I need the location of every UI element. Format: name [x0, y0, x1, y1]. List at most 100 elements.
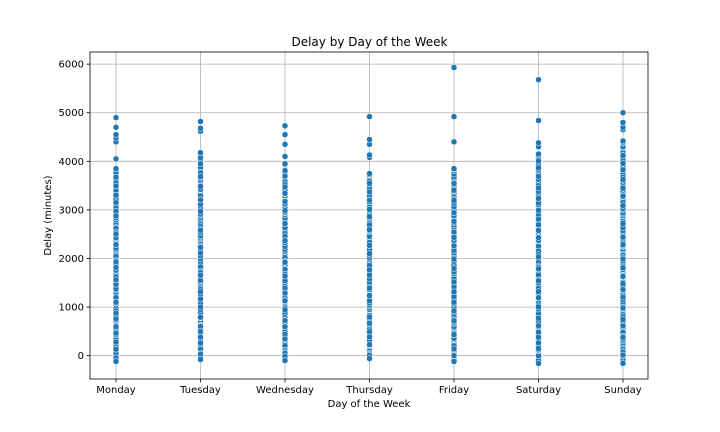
data-point	[281, 289, 289, 297]
x-tick-label: Saturday	[516, 385, 561, 396]
y-axis: 0 1000 2000 3000 4000 5000 6000	[59, 60, 90, 362]
data-point	[619, 316, 627, 323]
data-point	[197, 118, 204, 125]
data-point	[619, 264, 627, 272]
data-point	[366, 319, 373, 327]
data-point	[619, 286, 627, 293]
data-point	[619, 360, 627, 367]
data-point	[197, 350, 204, 358]
data-point	[535, 76, 542, 83]
data-point	[366, 170, 373, 177]
data-point	[450, 331, 458, 338]
data-point	[366, 188, 373, 196]
data-point	[450, 288, 458, 296]
data-point	[112, 114, 120, 121]
y-tick-label: 0	[78, 351, 84, 362]
data-point	[281, 323, 289, 331]
data-point	[535, 195, 542, 202]
data-point	[450, 265, 458, 272]
data-point	[281, 198, 289, 205]
data-point	[450, 352, 458, 359]
data-point	[450, 298, 458, 306]
data-point	[535, 150, 542, 158]
data-point	[450, 180, 458, 187]
data-point	[366, 213, 373, 220]
data-point	[450, 64, 458, 71]
data-point	[450, 113, 458, 120]
data-point	[619, 137, 627, 145]
data-point	[281, 237, 289, 244]
data-point	[197, 328, 204, 336]
data-point	[535, 164, 542, 172]
data-point	[535, 339, 542, 347]
data-point	[535, 277, 542, 285]
data-point	[197, 339, 204, 347]
x-tick-label: Sunday	[604, 385, 641, 396]
data-point	[197, 271, 204, 279]
x-tick-label: Thursday	[345, 385, 393, 396]
data-point	[535, 314, 542, 322]
data-point	[450, 165, 458, 172]
data-point	[281, 160, 289, 168]
y-tick-label: 1000	[59, 303, 84, 314]
data-point	[535, 227, 542, 234]
data-point	[112, 155, 120, 163]
data-point	[366, 226, 373, 233]
data-point	[197, 244, 204, 251]
data-point	[619, 255, 627, 263]
data-point	[281, 220, 289, 227]
data-point	[366, 313, 373, 321]
data-point	[619, 192, 627, 200]
y-tick-label: 4000	[59, 157, 84, 168]
data-point	[281, 207, 289, 214]
data-point	[619, 241, 627, 248]
data-point	[535, 303, 542, 311]
data-point	[197, 183, 204, 190]
data-point	[197, 249, 204, 257]
data-point	[450, 358, 458, 365]
data-point	[112, 338, 120, 346]
data-point	[281, 141, 289, 148]
data-point	[619, 202, 627, 209]
data-point	[281, 259, 289, 266]
data-point	[366, 292, 373, 299]
data-point	[619, 322, 627, 330]
data-point	[366, 113, 373, 120]
y-tick-label: 2000	[59, 254, 84, 265]
data-point	[281, 357, 289, 364]
data-point	[619, 160, 627, 167]
data-point	[535, 139, 542, 147]
data-point	[450, 197, 458, 204]
x-axis-label: Day of the Week	[328, 399, 411, 410]
data-point	[366, 196, 373, 204]
data-point	[619, 184, 627, 192]
data-point	[366, 341, 373, 348]
data-point	[619, 293, 627, 301]
data-point	[197, 288, 204, 296]
data-points	[112, 64, 627, 367]
data-point	[535, 173, 542, 180]
data-point	[197, 303, 204, 311]
data-point	[619, 280, 627, 287]
data-point	[112, 276, 120, 284]
data-point	[112, 173, 120, 181]
data-point	[535, 322, 542, 330]
data-point	[450, 242, 458, 250]
data-point	[112, 182, 120, 190]
data-point	[450, 234, 458, 241]
chart-title: Delay by Day of the Week	[291, 35, 447, 49]
data-point	[112, 124, 120, 131]
data-point	[450, 209, 458, 217]
data-point	[619, 273, 627, 280]
data-point	[366, 333, 373, 341]
data-point	[281, 272, 289, 280]
data-point	[535, 206, 542, 214]
data-point	[197, 227, 204, 234]
x-tick-label: Tuesday	[179, 385, 221, 396]
data-point	[450, 138, 458, 146]
data-point	[281, 306, 289, 314]
data-point	[281, 153, 289, 160]
data-point	[366, 250, 373, 257]
data-point	[535, 117, 542, 124]
